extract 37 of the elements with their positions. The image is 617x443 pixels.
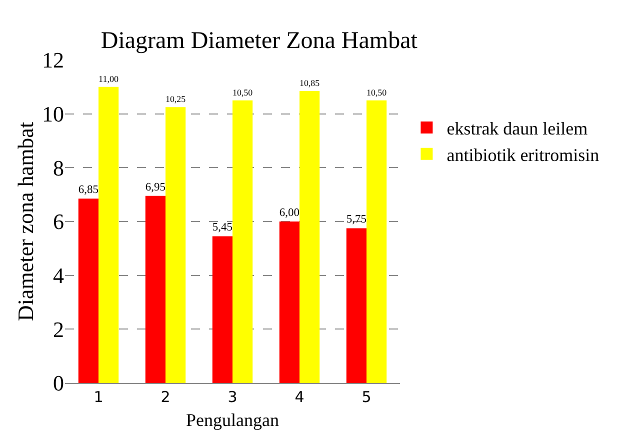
y-tick-label: 10 — [42, 102, 64, 127]
y-tick-label: 6 — [53, 209, 64, 234]
data-label: 10,25 — [166, 94, 186, 104]
bar — [300, 90, 320, 383]
y-tick-label: 4 — [53, 263, 64, 288]
x-tick-label: 4 — [294, 388, 304, 406]
chart-title: Diagram Diameter Zona Hambat — [100, 28, 418, 54]
data-label: 6,85 — [78, 184, 99, 196]
y-axis-title: Diameter zona hambat — [12, 122, 38, 322]
bar — [346, 228, 366, 383]
y-tick-label: 12 — [42, 48, 64, 73]
x-tick-label: 1 — [94, 388, 104, 406]
y-tick-label: 0 — [53, 370, 64, 396]
x-tick-label: 2 — [160, 388, 170, 406]
bar — [145, 196, 166, 383]
legend-label: antibiotik eritromisin — [446, 144, 600, 165]
legend-label: ekstrak daun leilem — [446, 118, 588, 138]
data-label: 5,75 — [346, 214, 367, 226]
bar — [366, 100, 387, 383]
bar — [98, 86, 119, 383]
bar — [78, 198, 98, 383]
bar — [166, 107, 186, 383]
x-tick-label: 5 — [362, 388, 372, 406]
bar — [212, 236, 232, 383]
data-label: 5,45 — [212, 222, 233, 234]
x-axis-title: Pengulangan — [186, 410, 279, 430]
data-label: 10,50 — [232, 87, 254, 98]
data-label: 10,50 — [366, 87, 388, 98]
data-label: 6,00 — [279, 206, 300, 219]
y-tick-label: 8 — [53, 155, 64, 180]
x-tick-label: 3 — [228, 388, 238, 406]
bar — [279, 222, 300, 383]
y-tick-label: 2 — [53, 316, 64, 342]
bar — [232, 100, 253, 383]
data-label: 6,95 — [145, 181, 166, 194]
data-label: 10,85 — [300, 78, 320, 88]
data-label: 11,00 — [98, 74, 120, 84]
